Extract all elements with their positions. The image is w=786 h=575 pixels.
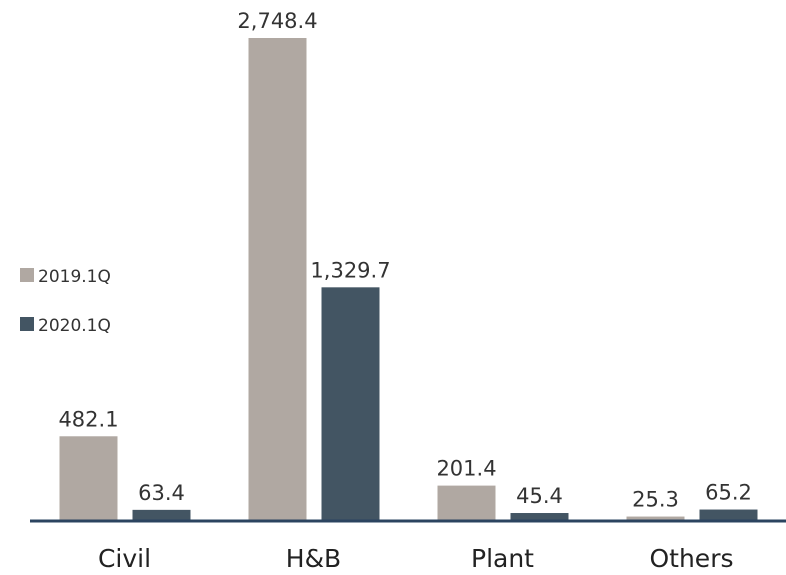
legend-label: 2019.1Q (38, 267, 111, 287)
value-label: 45.4 (516, 484, 563, 508)
value-label: 482.1 (58, 407, 118, 431)
bar (59, 436, 118, 521)
bar (510, 513, 569, 521)
bar (437, 485, 496, 521)
bar (132, 509, 191, 521)
x-tick-label: Civil (98, 544, 151, 573)
bar (248, 38, 307, 521)
value-label: 65.2 (705, 481, 752, 505)
x-tick-label: Plant (471, 544, 534, 573)
value-label: 25.3 (632, 488, 679, 512)
bar (699, 509, 758, 521)
legend-swatch (20, 268, 34, 282)
x-tick-label: H&B (286, 544, 341, 573)
value-label: 2,748.4 (237, 9, 317, 33)
value-label: 1,329.7 (310, 258, 390, 282)
value-label: 63.4 (138, 481, 185, 505)
legend-swatch (20, 317, 34, 331)
bar (626, 516, 685, 521)
value-label: 201.4 (436, 457, 496, 481)
legend-label: 2020.1Q (38, 316, 111, 336)
x-tick-label: Others (649, 544, 733, 573)
bar (321, 287, 380, 521)
